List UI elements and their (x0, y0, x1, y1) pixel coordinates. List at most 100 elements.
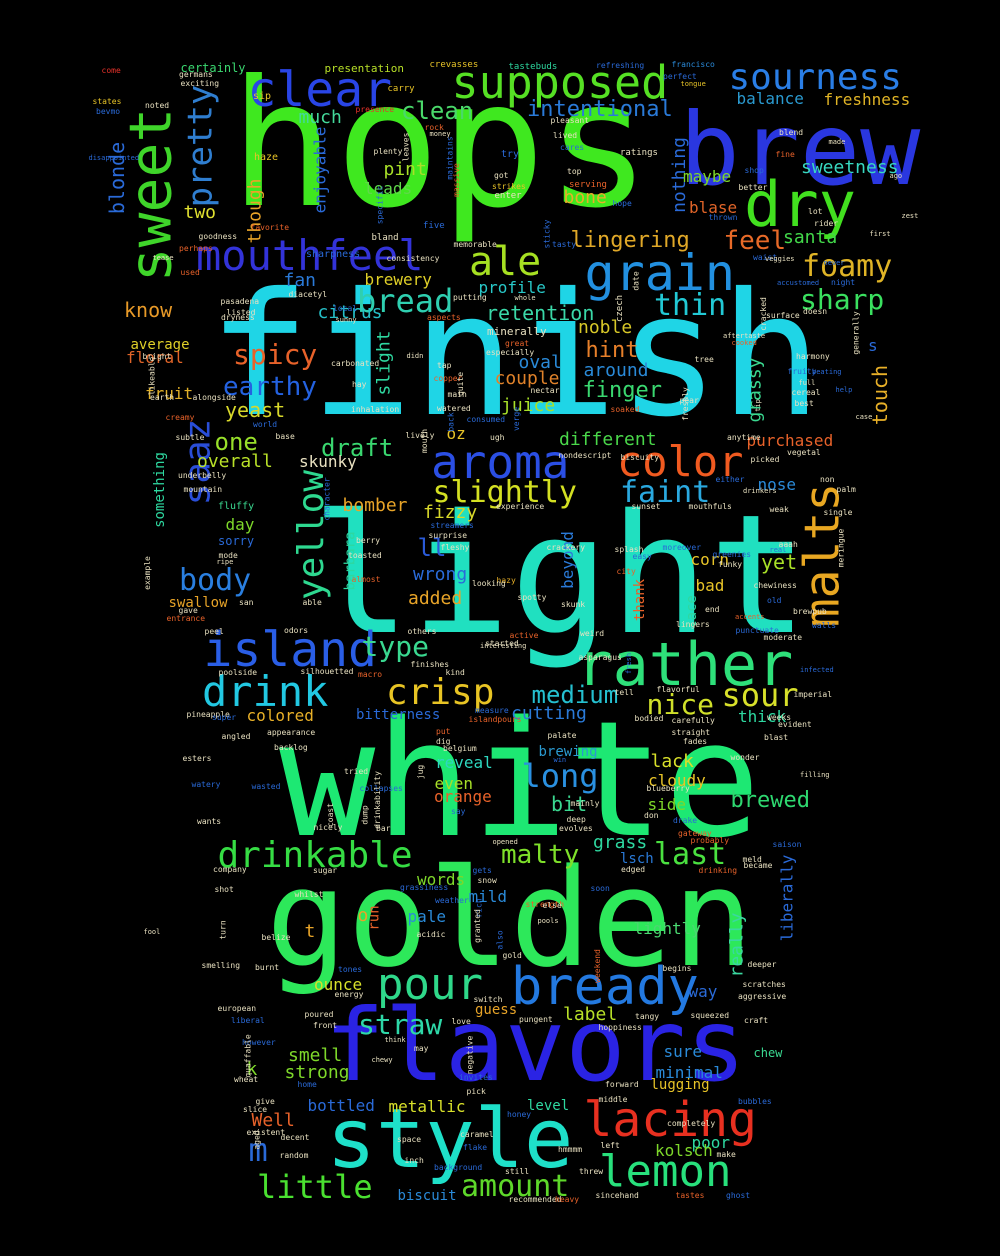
cloud-word: cloudy (648, 771, 706, 790)
cloud-word: goodness (198, 232, 238, 241)
cloud-word: however (242, 1038, 276, 1047)
cloud-word: pools (537, 916, 559, 925)
cloud-word: juice (501, 395, 556, 416)
cloud-word: super (212, 713, 237, 722)
cloud-word: case (855, 412, 873, 421)
cloud-word: slightly (432, 475, 578, 510)
cloud-word: kind (445, 668, 465, 677)
cloud-word: switch (473, 995, 503, 1004)
cloud-word: average (130, 337, 190, 353)
cloud-word: background (434, 1163, 483, 1172)
cloud-word: blonde (105, 141, 130, 215)
cloud-word: tree (694, 355, 714, 364)
cloud-word: yeast (225, 398, 286, 422)
cloud-word: pale (407, 907, 447, 926)
cloud-word: bevmo (96, 107, 121, 116)
cloud-word: sharpness (306, 249, 361, 260)
cloud-word: skunky (299, 452, 357, 471)
cloud-word: nondescript (558, 451, 612, 460)
cloud-word: ll (417, 534, 447, 562)
cloud-word: know (124, 298, 173, 322)
cloud-word: underbelly (178, 471, 227, 480)
cloud-word: states (92, 97, 122, 106)
cloud-word: acidic (416, 930, 446, 939)
cloud-word: fine (775, 150, 795, 159)
cloud-word: aggressive (738, 992, 787, 1001)
cloud-word: pour (377, 959, 483, 1010)
cloud-word: love (451, 1017, 471, 1026)
cloud-word: ounce (314, 975, 363, 994)
cloud-word: consistency (386, 254, 440, 263)
cloud-word: made (828, 137, 846, 146)
cloud-word: surprise (428, 531, 468, 540)
cloud-word: moderate (763, 633, 803, 642)
cloud-word: spotty (517, 593, 547, 602)
cloud-word: smell (288, 1045, 343, 1066)
cloud-word: biscuit (397, 1188, 457, 1204)
cloud-word: example (142, 556, 152, 590)
cloud-word: maybe (683, 167, 732, 186)
cloud-word: granted (472, 909, 482, 943)
cloud-word: aftertaste (723, 331, 766, 340)
cloud-word: last (654, 837, 727, 872)
cloud-word: character (322, 477, 332, 521)
cloud-word: put (436, 727, 451, 736)
cloud-word: lemon (599, 1146, 732, 1197)
cloud-word: weekend (592, 949, 602, 983)
cloud-word: energy (334, 990, 364, 999)
cloud-word: greenies (712, 550, 752, 559)
cloud-word: existent (246, 1128, 286, 1137)
cloud-word: carbonated (331, 359, 380, 368)
cloud-word: malty (501, 840, 580, 870)
cloud-word: clean (401, 97, 474, 125)
cloud-word: hmmmm (558, 1145, 583, 1154)
cloud-word: shot (214, 885, 234, 894)
cloud-word: poured (304, 1010, 334, 1019)
cloud-word: able (302, 598, 322, 607)
cloud-word: yet (761, 550, 798, 574)
cloud-word: space (397, 1135, 422, 1144)
cloud-word: specific (374, 185, 384, 225)
cloud-word: Well (251, 1110, 295, 1131)
cloud-word: leaves (400, 132, 410, 162)
cloud-word: turn (218, 920, 228, 940)
cloud-word: body (179, 563, 252, 598)
cloud-word: help (835, 385, 853, 394)
cloud-word: cares (560, 143, 585, 152)
cloud-word: vegetal (787, 448, 821, 457)
cloud-word: main (447, 390, 467, 399)
cloud-word: faint (620, 475, 711, 510)
cloud-word: fool (143, 927, 161, 936)
cloud-word: bone (563, 187, 607, 208)
cloud-word: creamy (165, 413, 195, 422)
cloud-word: peel (204, 627, 224, 636)
cloud-word: way (688, 982, 718, 1001)
cloud-word: grassy (744, 357, 766, 423)
cloud-word: edged (621, 865, 646, 874)
cloud-word: pear (679, 396, 699, 405)
cloud-word: threw (579, 1167, 604, 1176)
cloud-word: gateway (678, 829, 712, 838)
cloud-word: flavors (324, 987, 746, 1104)
cloud-word: jug (416, 764, 426, 780)
cloud-word: berry (356, 536, 381, 545)
cloud-word: colored (246, 706, 314, 725)
cloud-word: scratches (742, 980, 786, 989)
cloud-word: leads (364, 179, 413, 198)
cloud-word: sweetness (801, 157, 899, 178)
cloud-word: bland (371, 232, 399, 243)
cloud-word: massive (451, 163, 461, 197)
cloud-word: corn (690, 550, 730, 569)
cloud-word: refreshing (596, 61, 645, 70)
cloud-word: ugh (490, 433, 505, 442)
cloud-word: carry (387, 83, 415, 94)
cloud-word: supposed (451, 55, 669, 109)
cloud-word: middle (598, 1095, 628, 1104)
cloud-word: top (567, 167, 582, 176)
cloud-word: drinking (698, 866, 738, 875)
cloud-word: money (429, 129, 451, 138)
cloud-word: golden (266, 839, 754, 997)
cloud-word: belize (261, 933, 291, 942)
cloud-word: else (542, 901, 562, 910)
cloud-word: sharp (800, 283, 885, 316)
